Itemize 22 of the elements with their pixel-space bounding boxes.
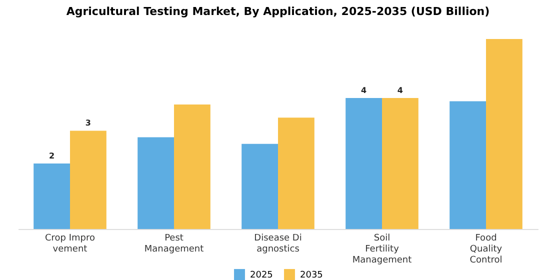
x-tick-label: Food Quality Control	[470, 234, 503, 266]
x-tick-label: Disease Di agnostics	[254, 234, 302, 254]
bar	[70, 130, 106, 229]
bar	[278, 118, 314, 229]
legend-label: 2025	[250, 270, 273, 280]
data-label: 4	[397, 86, 404, 95]
x-tick-label: Crop Impro vement	[44, 234, 96, 254]
legend-label: 2035	[300, 270, 323, 280]
bar	[34, 163, 70, 229]
bar	[174, 104, 210, 229]
x-tick-label: Pest Management	[144, 234, 204, 254]
data-label: 2	[49, 151, 55, 160]
data-label: 3	[85, 118, 91, 128]
bar	[486, 39, 522, 229]
chart-title: Agricultural Testing Market, By Application, 2025-2035 (USD Billion)	[66, 5, 490, 18]
bar	[450, 101, 486, 229]
bar	[382, 98, 418, 229]
x-tick-label: Soil Fertility Management	[352, 234, 412, 266]
bar	[138, 137, 174, 229]
bar	[242, 144, 278, 229]
data-label: 4	[361, 86, 368, 95]
bar	[346, 98, 382, 229]
